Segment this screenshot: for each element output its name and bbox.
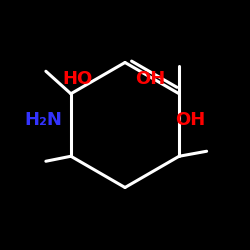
Text: H₂N: H₂N (25, 111, 63, 129)
Text: HO: HO (62, 70, 92, 88)
Text: OH: OH (135, 70, 165, 88)
Text: OH: OH (175, 111, 205, 129)
